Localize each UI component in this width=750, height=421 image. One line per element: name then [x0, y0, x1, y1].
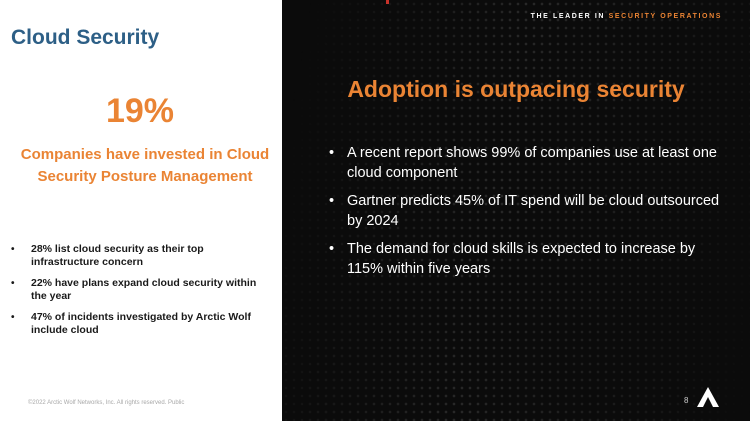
right-bullet-list: • A recent report shows 99% of companies…: [329, 143, 729, 287]
left-bullet-item: • 22% have plans expand cloud security w…: [11, 277, 273, 303]
right-bullet-text: The demand for cloud skills is expected …: [347, 241, 696, 277]
dot-pattern-background: [282, 0, 750, 421]
bullet-dot: •: [11, 312, 15, 323]
stat-number: 19%: [105, 92, 175, 130]
right-bullet-text: Gartner predicts 45% of IT spend will be…: [347, 193, 720, 229]
arctic-wolf-logo-icon: [697, 387, 719, 407]
left-bullet-list: • 28% list cloud security as their top i…: [11, 243, 273, 345]
headline: Adoption is outpacing security: [347, 76, 685, 102]
tagline-prefix: THE LEADER IN: [530, 13, 609, 20]
bullet-dot: •: [11, 278, 15, 289]
decorative-mark: [386, 0, 389, 4]
right-bullet-item: • A recent report shows 99% of companies…: [329, 143, 729, 183]
right-bullet-item: • The demand for cloud skills is expecte…: [329, 239, 729, 279]
stat-caption: Companies have invested in Cloud Securit…: [20, 146, 270, 185]
right-bullet-item: • Gartner predicts 45% of IT spend will …: [329, 191, 729, 231]
bullet-dot: •: [329, 193, 335, 209]
slide-title: Cloud Security: [11, 26, 160, 49]
left-bullet-text: 22% have plans expand cloud security wit…: [31, 277, 257, 302]
left-bullet-item: • 28% list cloud security as their top i…: [11, 243, 273, 269]
right-panel: THE LEADER IN SECURITY OPERATIONS Adopti…: [282, 0, 750, 421]
left-bullet-text: 28% list cloud security as their top inf…: [31, 243, 204, 268]
right-bullet-text: A recent report shows 99% of companies u…: [347, 145, 717, 181]
page-number: 8: [684, 396, 689, 405]
bullet-dot: •: [329, 241, 335, 257]
bullet-dot: •: [11, 244, 15, 255]
left-bullet-item: • 47% of incidents investigated by Arcti…: [11, 311, 273, 337]
copyright-notice: ©2022 Arctic Wolf Networks, Inc. All rig…: [28, 400, 185, 406]
bullet-dot: •: [329, 145, 335, 161]
tagline: THE LEADER IN SECURITY OPERATIONS: [531, 13, 722, 20]
tagline-accent: SECURITY OPERATIONS: [608, 13, 722, 20]
left-panel: Cloud Security 19% Companies have invest…: [0, 0, 282, 421]
left-bullet-text: 47% of incidents investigated by Arctic …: [31, 311, 251, 336]
